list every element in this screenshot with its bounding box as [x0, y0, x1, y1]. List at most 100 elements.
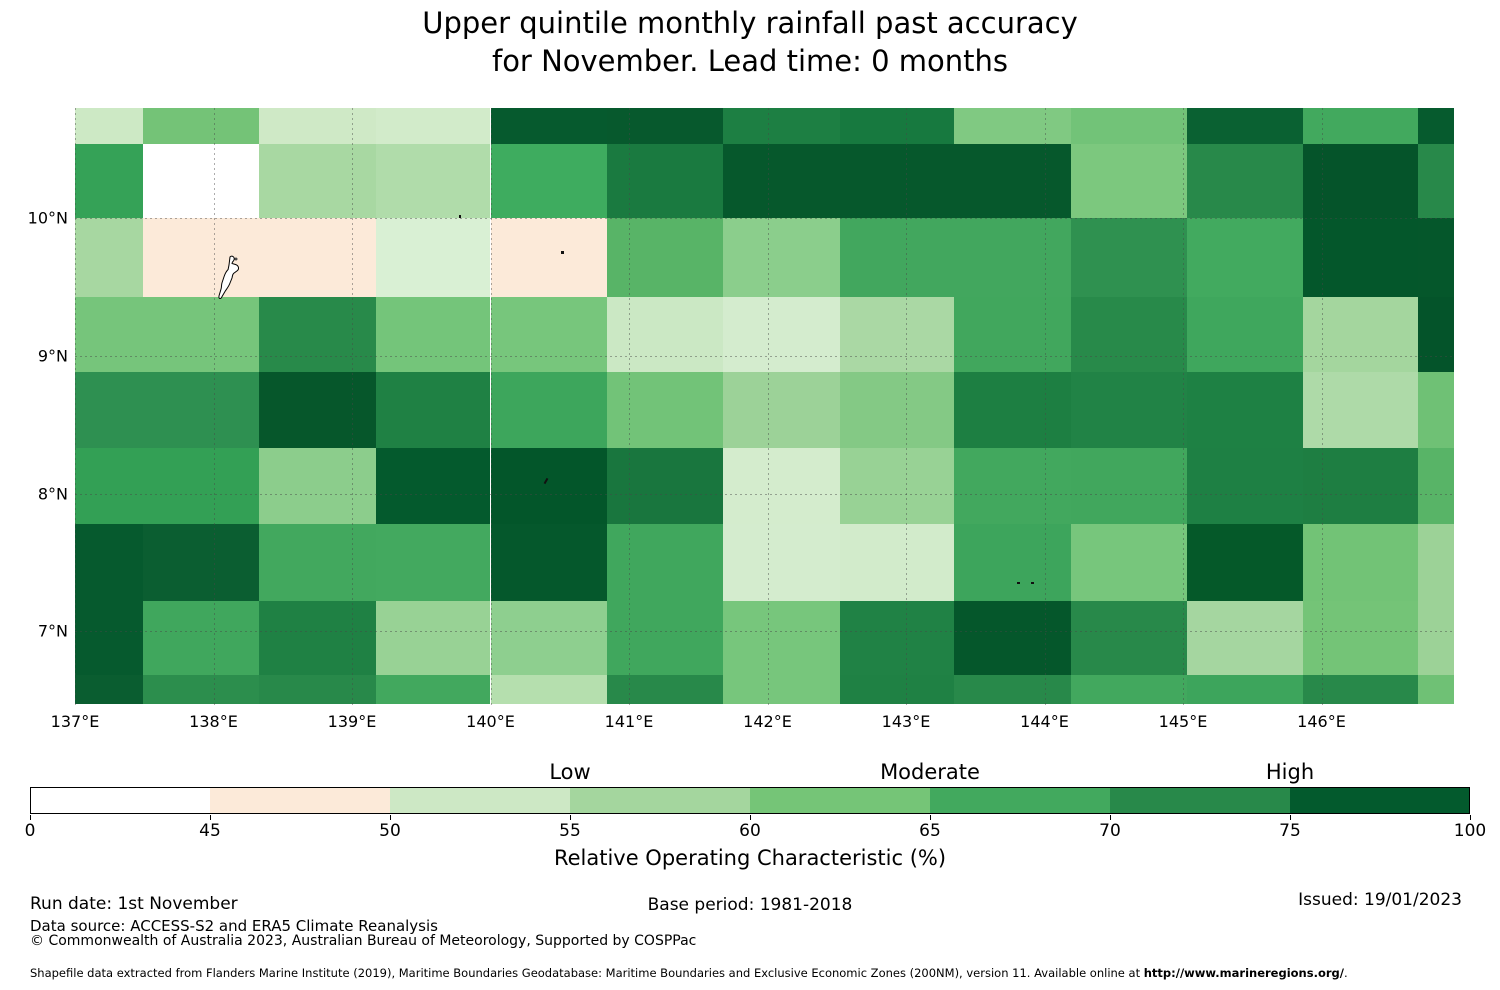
- x-tick-label: 137°E: [50, 712, 100, 731]
- graticule-meridian: [1044, 108, 1046, 705]
- map-cell: [375, 523, 491, 602]
- x-tick-label: 140°E: [466, 712, 515, 731]
- map-cell: [375, 675, 491, 705]
- map-cell: [1418, 448, 1455, 524]
- copyright-text: © Commonwealth of Australia 2023, Austra…: [30, 933, 697, 949]
- map-cell: [723, 107, 840, 144]
- map-cell: [1187, 107, 1304, 144]
- y-tick-label: 9°N: [37, 346, 68, 366]
- map-cell: [1418, 296, 1455, 373]
- map-cell: [723, 675, 840, 705]
- map-cell: [142, 675, 260, 705]
- map-cell: [490, 372, 607, 449]
- map-cell: [1070, 675, 1188, 705]
- map-cell: [954, 107, 1071, 144]
- graticule-parallel: [75, 355, 1455, 357]
- map-cell: [375, 218, 491, 297]
- map-cell: [259, 218, 376, 297]
- x-tick-label: 146°E: [1297, 712, 1346, 731]
- map-cell: [723, 523, 840, 602]
- colorbar-segment: [570, 787, 750, 814]
- map-cell: [259, 372, 376, 449]
- map-cell: [75, 372, 143, 449]
- graticule-meridian: [490, 108, 492, 705]
- map-cell: [1070, 218, 1188, 297]
- map-cell: [839, 523, 955, 602]
- issued-date-text: Issued: 19/01/2023: [1298, 890, 1462, 910]
- map-cell: [839, 218, 955, 297]
- colorbar-tick-label: 100: [1453, 821, 1487, 841]
- map-cell: [142, 601, 260, 676]
- colorbar-tick-label: 0: [24, 821, 36, 841]
- map-cell: [954, 372, 1071, 449]
- graticule-meridian: [75, 108, 76, 705]
- map-cell: [606, 448, 724, 524]
- map-cell: [490, 448, 607, 524]
- map-cell: [723, 601, 840, 676]
- colorbar-tick-label: 55: [559, 821, 581, 841]
- graticule-parallel: [75, 631, 1455, 633]
- map-cell: [1070, 296, 1188, 373]
- colorbar-tick-label: 60: [739, 821, 761, 841]
- map-cell: [1303, 143, 1419, 218]
- map-cell: [954, 448, 1071, 524]
- map-cell: [1303, 107, 1419, 144]
- map-cell: [142, 218, 260, 297]
- map-cell: [723, 218, 840, 297]
- map-cell: [1303, 523, 1419, 602]
- colorbar-tick-mark: [30, 815, 31, 820]
- island-outline-icon: [218, 255, 240, 300]
- map-cell: [606, 372, 724, 449]
- shapefile-url: http://www.marineregions.org/: [1143, 966, 1344, 980]
- colorbar-annotation: High: [1265, 760, 1315, 784]
- colorbar-segment: [1290, 787, 1470, 814]
- map-cell: [954, 296, 1071, 373]
- islet-mark: [458, 215, 462, 218]
- shapefile-period: .: [1343, 966, 1348, 980]
- map-cell: [1303, 296, 1419, 373]
- x-tick-label: 138°E: [189, 712, 238, 731]
- chart-title-line1: Upper quintile monthly rainfall past acc…: [422, 6, 1078, 40]
- map-cell: [1187, 523, 1304, 602]
- map-cell: [1070, 523, 1188, 602]
- colorbar-tick-mark: [750, 815, 751, 820]
- map-cell: [75, 218, 143, 297]
- x-tick-label: 141°E: [604, 712, 654, 731]
- map-cell: [1303, 372, 1419, 449]
- graticule-meridian: [767, 108, 769, 705]
- chart-title-line2: for November. Lead time: 0 months: [491, 44, 1009, 78]
- map-cell: [375, 143, 491, 218]
- colorbar-tick-mark: [570, 815, 571, 820]
- islet-mark: [561, 251, 564, 254]
- heatmap-plot-area: 10°N 9°N 8°N 7°N 137°E 138°E 139°E 140°E 141°E 1…: [27, 107, 1455, 731]
- map-cell: [75, 523, 143, 602]
- map-cell: [259, 296, 376, 373]
- map-cell: [839, 448, 955, 524]
- graticule-meridian: [1183, 108, 1184, 705]
- map-cell: [259, 523, 376, 602]
- map-cell: [142, 523, 260, 602]
- map-cell: [142, 107, 260, 144]
- map-cell: [259, 143, 376, 218]
- map-cell: [839, 601, 955, 676]
- colorbar-segment: [210, 787, 390, 814]
- colorbar-frame: [30, 787, 1470, 814]
- graticule-meridian: [1321, 108, 1323, 705]
- y-tick-label: 10°N: [27, 208, 68, 228]
- map-cell: [954, 218, 1071, 297]
- map-cell: [75, 601, 143, 676]
- colorbar-segment: [1110, 787, 1290, 814]
- map-cell: [954, 143, 1071, 218]
- map-cell: [1418, 523, 1455, 602]
- map-cell: [1303, 675, 1419, 705]
- graticule-meridian: [906, 108, 907, 705]
- map-cell: [1070, 601, 1188, 676]
- map-cell: [259, 448, 376, 524]
- map-cell: [490, 601, 607, 676]
- map-cell: [490, 523, 607, 602]
- map-cell: [839, 296, 955, 373]
- map-cell: [490, 107, 607, 144]
- map-cell: [1418, 107, 1455, 144]
- colorbar-tick-mark: [1290, 815, 1291, 820]
- map-cell: [1187, 218, 1304, 297]
